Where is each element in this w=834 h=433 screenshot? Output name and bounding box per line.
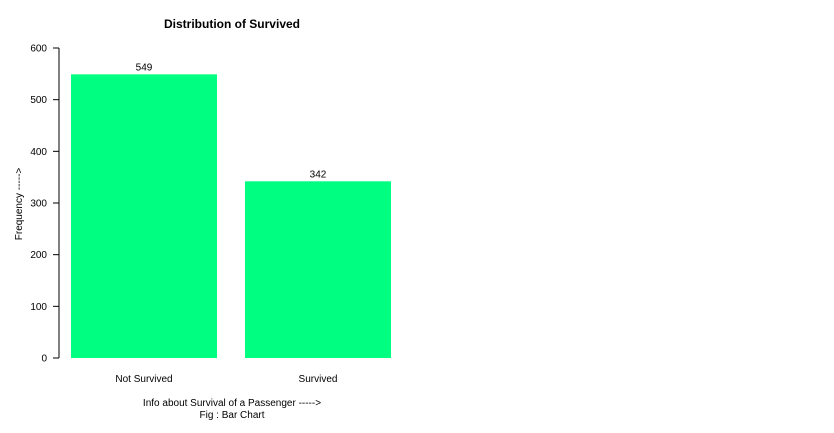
x-axis-title: Info about Survival of a Passenger -----…: [143, 398, 321, 409]
y-tick-label: 100: [30, 302, 47, 313]
x-category-label: Not Survived: [115, 374, 172, 385]
y-axis: 0 100 200 300 400 500 600: [30, 44, 60, 365]
bar-survived: [245, 181, 391, 358]
x-axis-labels: Not Survived Survived: [115, 374, 337, 385]
y-axis-title: Frequency ----->: [14, 168, 25, 241]
data-label: 342: [310, 169, 327, 180]
x-category-label: Survived: [299, 374, 338, 385]
data-label: 549: [136, 62, 153, 73]
y-tick-label: 500: [30, 95, 47, 106]
figure-caption: Fig : Bar Chart: [199, 410, 264, 421]
y-tick-label: 0: [41, 354, 47, 365]
y-tick-label: 300: [30, 199, 47, 210]
y-tick-label: 200: [30, 250, 47, 261]
y-tick-label: 400: [30, 147, 47, 158]
bar-not-survived: [71, 74, 217, 358]
chart-title: Distribution of Survived: [164, 17, 300, 31]
bars: 549 342: [71, 62, 391, 358]
y-tick-label: 600: [30, 44, 47, 55]
